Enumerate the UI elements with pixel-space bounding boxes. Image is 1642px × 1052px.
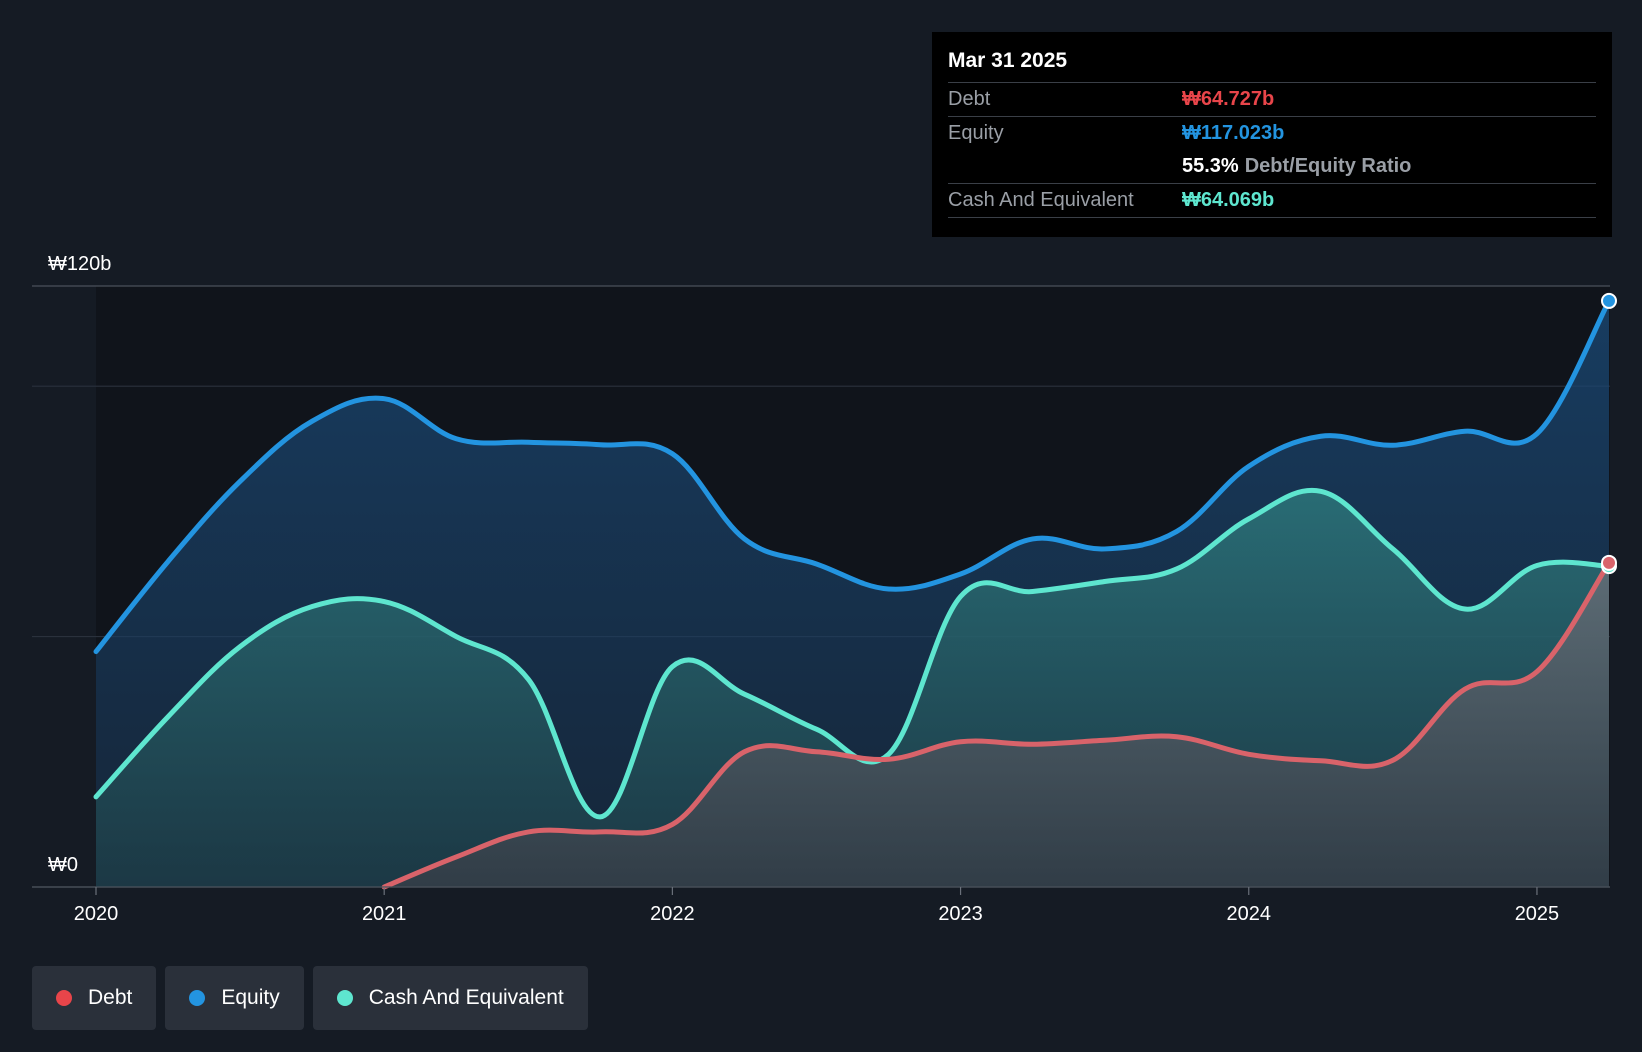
endpoint-equity [1601, 292, 1617, 309]
tooltip-cash-label: Cash And Equivalent [948, 189, 1134, 211]
y-tick-label-max: ₩120b [48, 253, 111, 275]
tooltip-row-equity: Equity ₩117.023b [948, 117, 1596, 150]
tooltip-cash-value: ₩64.069b [1182, 189, 1275, 211]
tooltip-equity-label: Equity [948, 122, 1004, 144]
x-tick-label-2023: 2023 [938, 903, 983, 925]
endpoint-debt [1601, 554, 1617, 571]
series-lines [93, 298, 1612, 890]
x-tick-label-2025: 2025 [1515, 903, 1560, 925]
area-debt [384, 562, 1610, 887]
debt-dot-icon [56, 990, 72, 1006]
tooltip-equity-value: ₩117.023b [1182, 122, 1285, 144]
y-axis: ₩0 ₩120b [48, 253, 111, 876]
series-endpoints [1601, 292, 1617, 575]
legend-equity-label: Equity [221, 986, 280, 1009]
tooltip-debt-value: ₩64.727b [1182, 88, 1275, 110]
x-tick-label-2024: 2024 [1227, 903, 1272, 925]
legend-item-debt[interactable]: Debt [32, 966, 157, 1030]
legend-item-equity[interactable]: Equity [165, 966, 304, 1030]
y-tick-label-0: ₩0 [48, 854, 78, 876]
legend-debt-label: Debt [88, 986, 133, 1009]
line-cash [93, 487, 1612, 820]
chart-legend: Debt Equity Cash And Equivalent [32, 966, 588, 1030]
line-debt [381, 560, 1612, 890]
series-areas [96, 300, 1610, 888]
x-tick-label-2020: 2020 [74, 903, 119, 925]
legend-cash-label: Cash And Equivalent [368, 986, 564, 1009]
x-tick-label-2022: 2022 [650, 903, 695, 925]
equity-dot-icon [189, 990, 206, 1006]
tooltip-date: Mar 31 2025 [948, 46, 1596, 83]
line-equity [93, 298, 1612, 655]
tooltip-row-cash: Cash And Equivalent ₩64.069b [948, 184, 1596, 218]
x-tick-label-2021: 2021 [362, 903, 407, 925]
tooltip-ratio-percent: 55.3% [1182, 155, 1239, 177]
tooltip-ratio-label: Debt/Equity Ratio [1244, 155, 1412, 177]
tooltip-debt-label: Debt [948, 88, 991, 110]
tooltip-row-ratio: 55.3% Debt/Equity Ratio [948, 150, 1596, 184]
x-axis: 2020 2021 2022 2023 2024 2025 [32, 886, 1610, 925]
legend-item-cash[interactable]: Cash And Equivalent [312, 966, 588, 1030]
tooltip-panel: Mar 31 2025 Debt ₩64.727b Equity ₩117.02… [932, 32, 1612, 237]
tooltip-row-debt: Debt ₩64.727b [948, 83, 1596, 117]
cash-dot-icon [336, 990, 353, 1006]
